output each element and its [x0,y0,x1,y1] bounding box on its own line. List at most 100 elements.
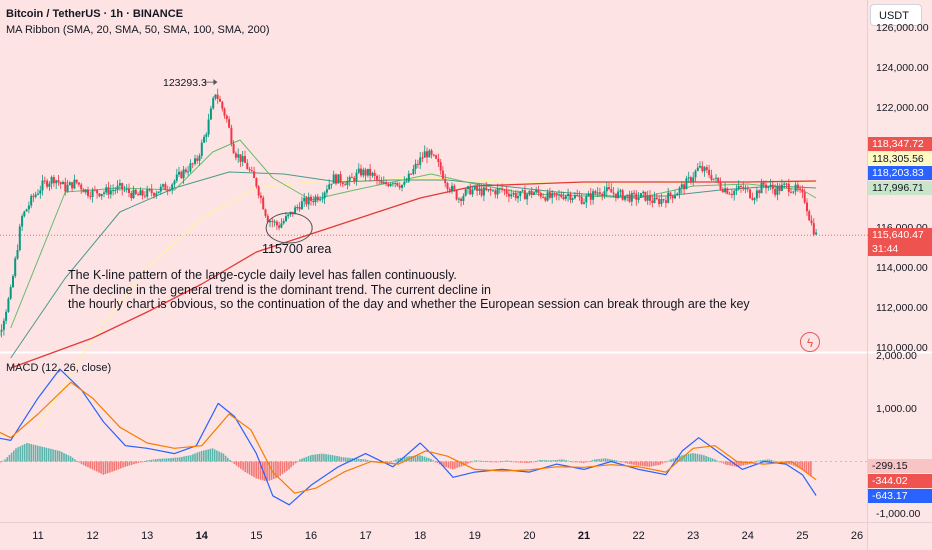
histogram-bar [152,459,155,462]
candle-body [52,177,55,184]
histogram-bar [589,460,592,462]
histogram-bar [753,461,755,463]
histogram-bar [685,454,688,462]
histogram-bar [157,458,159,462]
histogram-bar [722,461,725,464]
histogram-bar [251,461,253,476]
histogram-bar [277,461,279,478]
candle-body [30,195,33,206]
histogram-bar [15,448,17,462]
histogram-bar [358,458,360,462]
candle-body [32,195,35,197]
candle-body [371,172,374,176]
histogram-bar [532,461,535,463]
histogram-bar [572,461,574,463]
histogram-bar [388,461,391,463]
histogram-bar [314,454,316,462]
histogram-bar [23,444,26,462]
candle-body [121,183,124,190]
candle-body [451,185,453,191]
macd-legend[interactable]: MACD (12, 26, close) [6,362,112,374]
histogram-bar [139,461,142,463]
candle-body [134,189,137,194]
time-tick-label: 20 [523,530,536,542]
histogram-bar [292,461,295,466]
candle-body [273,221,276,223]
histogram-bar [192,454,194,462]
candle-body [364,169,367,176]
histogram-bar [456,461,458,468]
histogram-bar [113,461,115,471]
histogram-bar [244,461,247,473]
histogram-bar [711,458,714,462]
candle-body [462,195,465,201]
histogram-bar [652,461,655,466]
candle-body [239,154,242,162]
candle-body [437,158,440,163]
histogram-bar [768,459,771,462]
ma-ribbon-legend[interactable]: MA Ribbon (SMA, 20, SMA, 50, SMA, 100, S… [6,24,270,36]
candle-body [14,258,17,277]
candle-body [285,216,287,221]
histogram-bar [159,458,161,462]
macd-badge: -344.02 [868,474,932,488]
candle-body [755,190,758,199]
candle-body [150,189,153,194]
histogram-bar [56,450,59,462]
candle-body [296,207,299,208]
candle-body [573,195,576,199]
histogram-bar [607,458,609,462]
histogram-bar [194,453,196,462]
histogram-bar [347,457,349,462]
candle-body [376,176,378,180]
candle-body [27,205,30,210]
histogram-bar [10,452,13,462]
histogram-bar [602,458,605,462]
histogram-bar [425,457,428,462]
candle-body [794,184,797,192]
histogram-bar [810,461,812,476]
histogram-bar [659,461,661,465]
histogram-bar [790,461,793,465]
candle-body [332,174,335,184]
candle-body [209,108,212,120]
histogram-bar [687,453,690,462]
histogram-bar [111,461,113,472]
candle-body [498,188,501,190]
histogram-bar [655,461,657,466]
candle-body [253,171,256,178]
histogram-bar [427,458,430,462]
price-pane [0,0,868,352]
histogram-bar [124,461,126,467]
lightning-icon[interactable]: ϟ [800,332,820,352]
histogram-bar [93,461,96,471]
candle-body [414,163,417,169]
histogram-bar [683,454,686,462]
histogram-bar [550,460,552,462]
candle-body [658,198,661,204]
candle-body [630,192,633,202]
candle-body [569,194,572,200]
histogram-bar [626,461,629,464]
candle-body [93,189,96,191]
candle-body [362,169,365,176]
histogram-bar [744,461,747,466]
candle-body [412,168,415,175]
candle-body [726,188,729,194]
candle-body [96,189,99,194]
candle-body [234,153,237,158]
histogram-bar [67,455,70,462]
candle-body [112,190,115,192]
currency-button[interactable]: USDT [870,4,922,26]
candle-body [758,190,761,194]
candle-body [783,183,786,185]
histogram-bar [526,461,528,463]
histogram-bar [336,456,338,462]
candle-body [389,183,392,186]
candle-body [505,190,508,194]
candle-body [34,194,37,197]
histogram-bar [58,450,61,462]
histogram-bar [98,461,100,473]
histogram-bar [288,461,290,470]
